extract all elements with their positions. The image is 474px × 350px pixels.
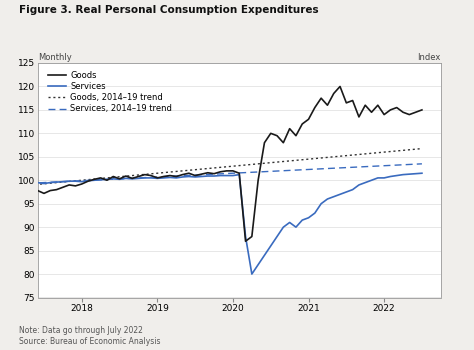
Text: Note: Data go through July 2022
Source: Bureau of Economic Analysis: Note: Data go through July 2022 Source: … [19,327,161,346]
Text: Index: Index [418,53,441,62]
Text: Monthly: Monthly [38,53,72,62]
Text: Figure 3. Real Personal Consumption Expenditures: Figure 3. Real Personal Consumption Expe… [19,5,319,15]
Legend: Goods, Services, Goods, 2014–19 trend, Services, 2014–19 trend: Goods, Services, Goods, 2014–19 trend, S… [46,70,174,115]
